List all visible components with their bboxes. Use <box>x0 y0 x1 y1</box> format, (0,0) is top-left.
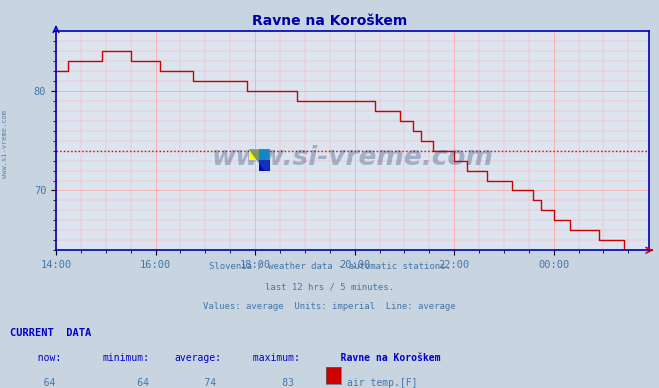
Bar <box>259 149 270 160</box>
Text: average:: average: <box>175 353 221 363</box>
Text: last 12 hrs / 5 minutes.: last 12 hrs / 5 minutes. <box>265 282 394 291</box>
Text: minimum:: minimum: <box>102 353 149 363</box>
Text: 74: 74 <box>175 378 215 388</box>
Text: www.si-vreme.com: www.si-vreme.com <box>2 109 9 178</box>
Text: now:: now: <box>26 353 61 363</box>
Polygon shape <box>248 149 270 171</box>
Bar <box>259 160 270 171</box>
Text: 64: 64 <box>102 378 149 388</box>
Text: CURRENT  DATA: CURRENT DATA <box>10 328 91 338</box>
Text: 83: 83 <box>247 378 294 388</box>
Text: Ravne na Koroškem: Ravne na Koroškem <box>323 353 440 363</box>
Text: Slovenia / weather data - automatic stations.: Slovenia / weather data - automatic stat… <box>208 262 451 271</box>
Text: air temp.[F]: air temp.[F] <box>347 378 418 388</box>
Text: 64: 64 <box>26 378 56 388</box>
Text: Ravne na Koroškem: Ravne na Koroškem <box>252 14 407 28</box>
Bar <box>248 149 259 160</box>
Text: www.si-vreme.com: www.si-vreme.com <box>212 145 494 171</box>
Text: Values: average  Units: imperial  Line: average: Values: average Units: imperial Line: av… <box>203 302 456 311</box>
Text: maximum:: maximum: <box>247 353 300 363</box>
